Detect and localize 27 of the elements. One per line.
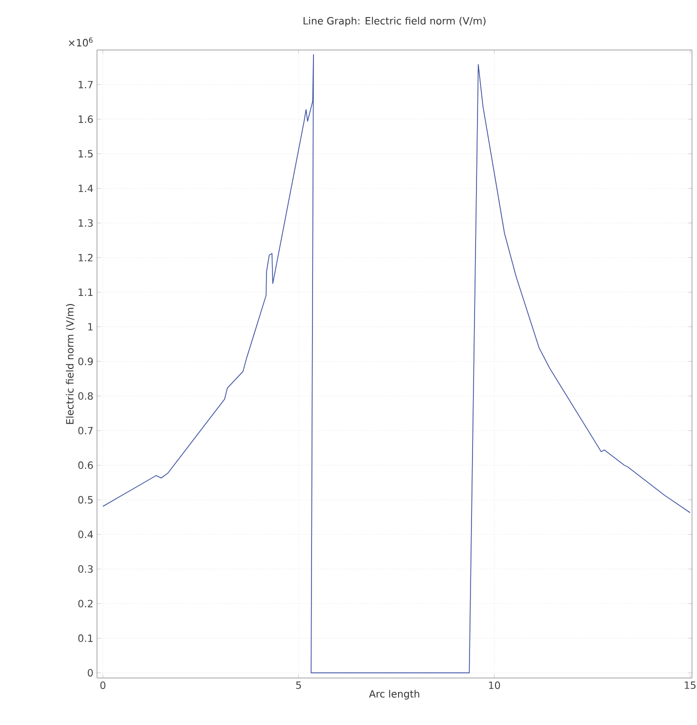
- text: ×10$^{6}$: [68, 38, 93, 46]
- y-tick-label: 1.7: [78, 80, 93, 88]
- y-tick-label: 0.7: [78, 426, 93, 434]
- x-tick-label: 5: [296, 682, 301, 689]
- y-tick-label: 1.4: [78, 184, 93, 192]
- y-tick-label: 0.8: [78, 392, 93, 400]
- y-tick-label: 0.6: [78, 461, 93, 469]
- y-tick-label: 0: [88, 669, 93, 677]
- y-axis-title: Electric field norm (V/m): [66, 304, 75, 424]
- y-tick-label: 1.6: [78, 115, 93, 123]
- y-tick-label: 0.3: [78, 565, 93, 573]
- y-tick-label: 1.1: [78, 288, 93, 296]
- x-tick-label: 15: [684, 682, 696, 689]
- y-tick-label: 0.9: [78, 358, 93, 366]
- y-tick-label: 0.4: [78, 530, 93, 538]
- y-tick-label: 0.2: [78, 600, 92, 608]
- x-tick-label: 10: [489, 682, 500, 690]
- chart-title: Line Graph: Electric field norm (V/m): [304, 16, 486, 26]
- y-tick-label: 1.3: [78, 219, 93, 227]
- y-tick-label: 1.5: [78, 150, 93, 158]
- y-tick-label: 0.5: [78, 496, 93, 504]
- y-tick-label: 1.2: [78, 254, 92, 262]
- y-tick-label: 0.1: [78, 634, 93, 642]
- line-series: [102, 54, 690, 674]
- x-axis-title: Arc length: [369, 690, 420, 700]
- y-tick-label: 1: [88, 323, 93, 330]
- x-tick-label: 0: [100, 682, 106, 690]
